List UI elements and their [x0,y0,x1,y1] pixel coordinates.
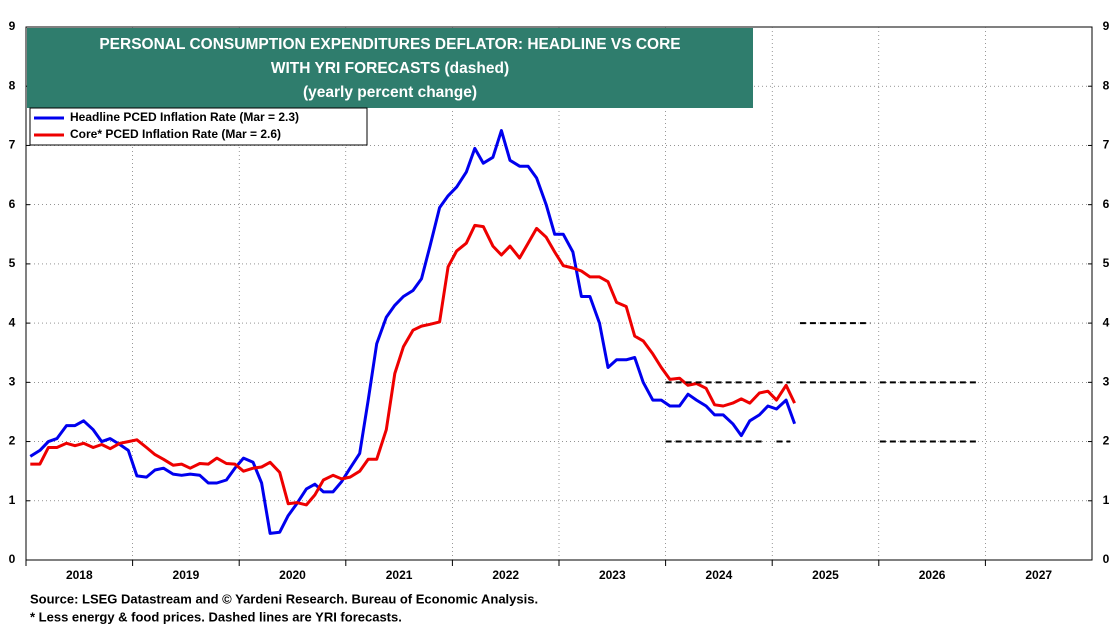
footnote: * Less energy & food prices. Dashed line… [30,609,402,624]
x-tick-label: 2020 [279,568,306,582]
chart-title: (yearly percent change) [303,84,477,101]
y-tick-label: 2 [9,434,16,448]
y-tick-label: 1 [9,493,16,507]
y2-tick-label: 5 [1103,256,1110,270]
y-tick-label: 8 [9,78,16,92]
y-tick-label: 7 [9,138,16,152]
x-tick-label: 2027 [1025,568,1052,582]
x-tick-label: 2021 [386,568,413,582]
y-tick-label: 3 [9,375,16,389]
y2-tick-label: 3 [1103,375,1110,389]
chart-title: PERSONAL CONSUMPTION EXPENDITURES DEFLAT… [99,36,680,53]
chart-title: WITH YRI FORECASTS (dashed) [271,60,509,77]
legend-label: Headline PCED Inflation Rate (Mar = 2.3) [70,110,299,124]
y2-tick-label: 9 [1103,19,1110,33]
y2-tick-label: 8 [1103,78,1110,92]
y2-tick-label: 4 [1103,315,1110,329]
y-tick-label: 6 [9,197,16,211]
x-tick-label: 2023 [599,568,626,582]
legend-label: Core* PCED Inflation Rate (Mar = 2.6) [70,127,281,141]
y2-tick-label: 7 [1103,138,1110,152]
data-line [29,129,797,535]
y-tick-label: 5 [9,256,16,270]
y2-tick-label: 6 [1103,197,1110,211]
x-tick-label: 2024 [706,568,733,582]
y2-tick-label: 2 [1103,434,1110,448]
x-tick-label: 2019 [173,568,200,582]
x-tick-label: 2022 [492,568,519,582]
y-tick-label: 9 [9,19,16,33]
x-tick-label: 2018 [66,568,93,582]
x-tick-label: 2026 [919,568,946,582]
y-tick-label: 4 [9,315,16,329]
x-tick-label: 2025 [812,568,839,582]
legend-box [29,107,368,146]
data-line [30,223,796,507]
y2-tick-label: 0 [1103,552,1110,566]
y2-tick-label: 1 [1103,493,1110,507]
footnote: Source: LSEG Datastream and © Yardeni Re… [30,591,538,606]
title-box [27,28,753,108]
y-tick-label: 0 [9,552,16,566]
